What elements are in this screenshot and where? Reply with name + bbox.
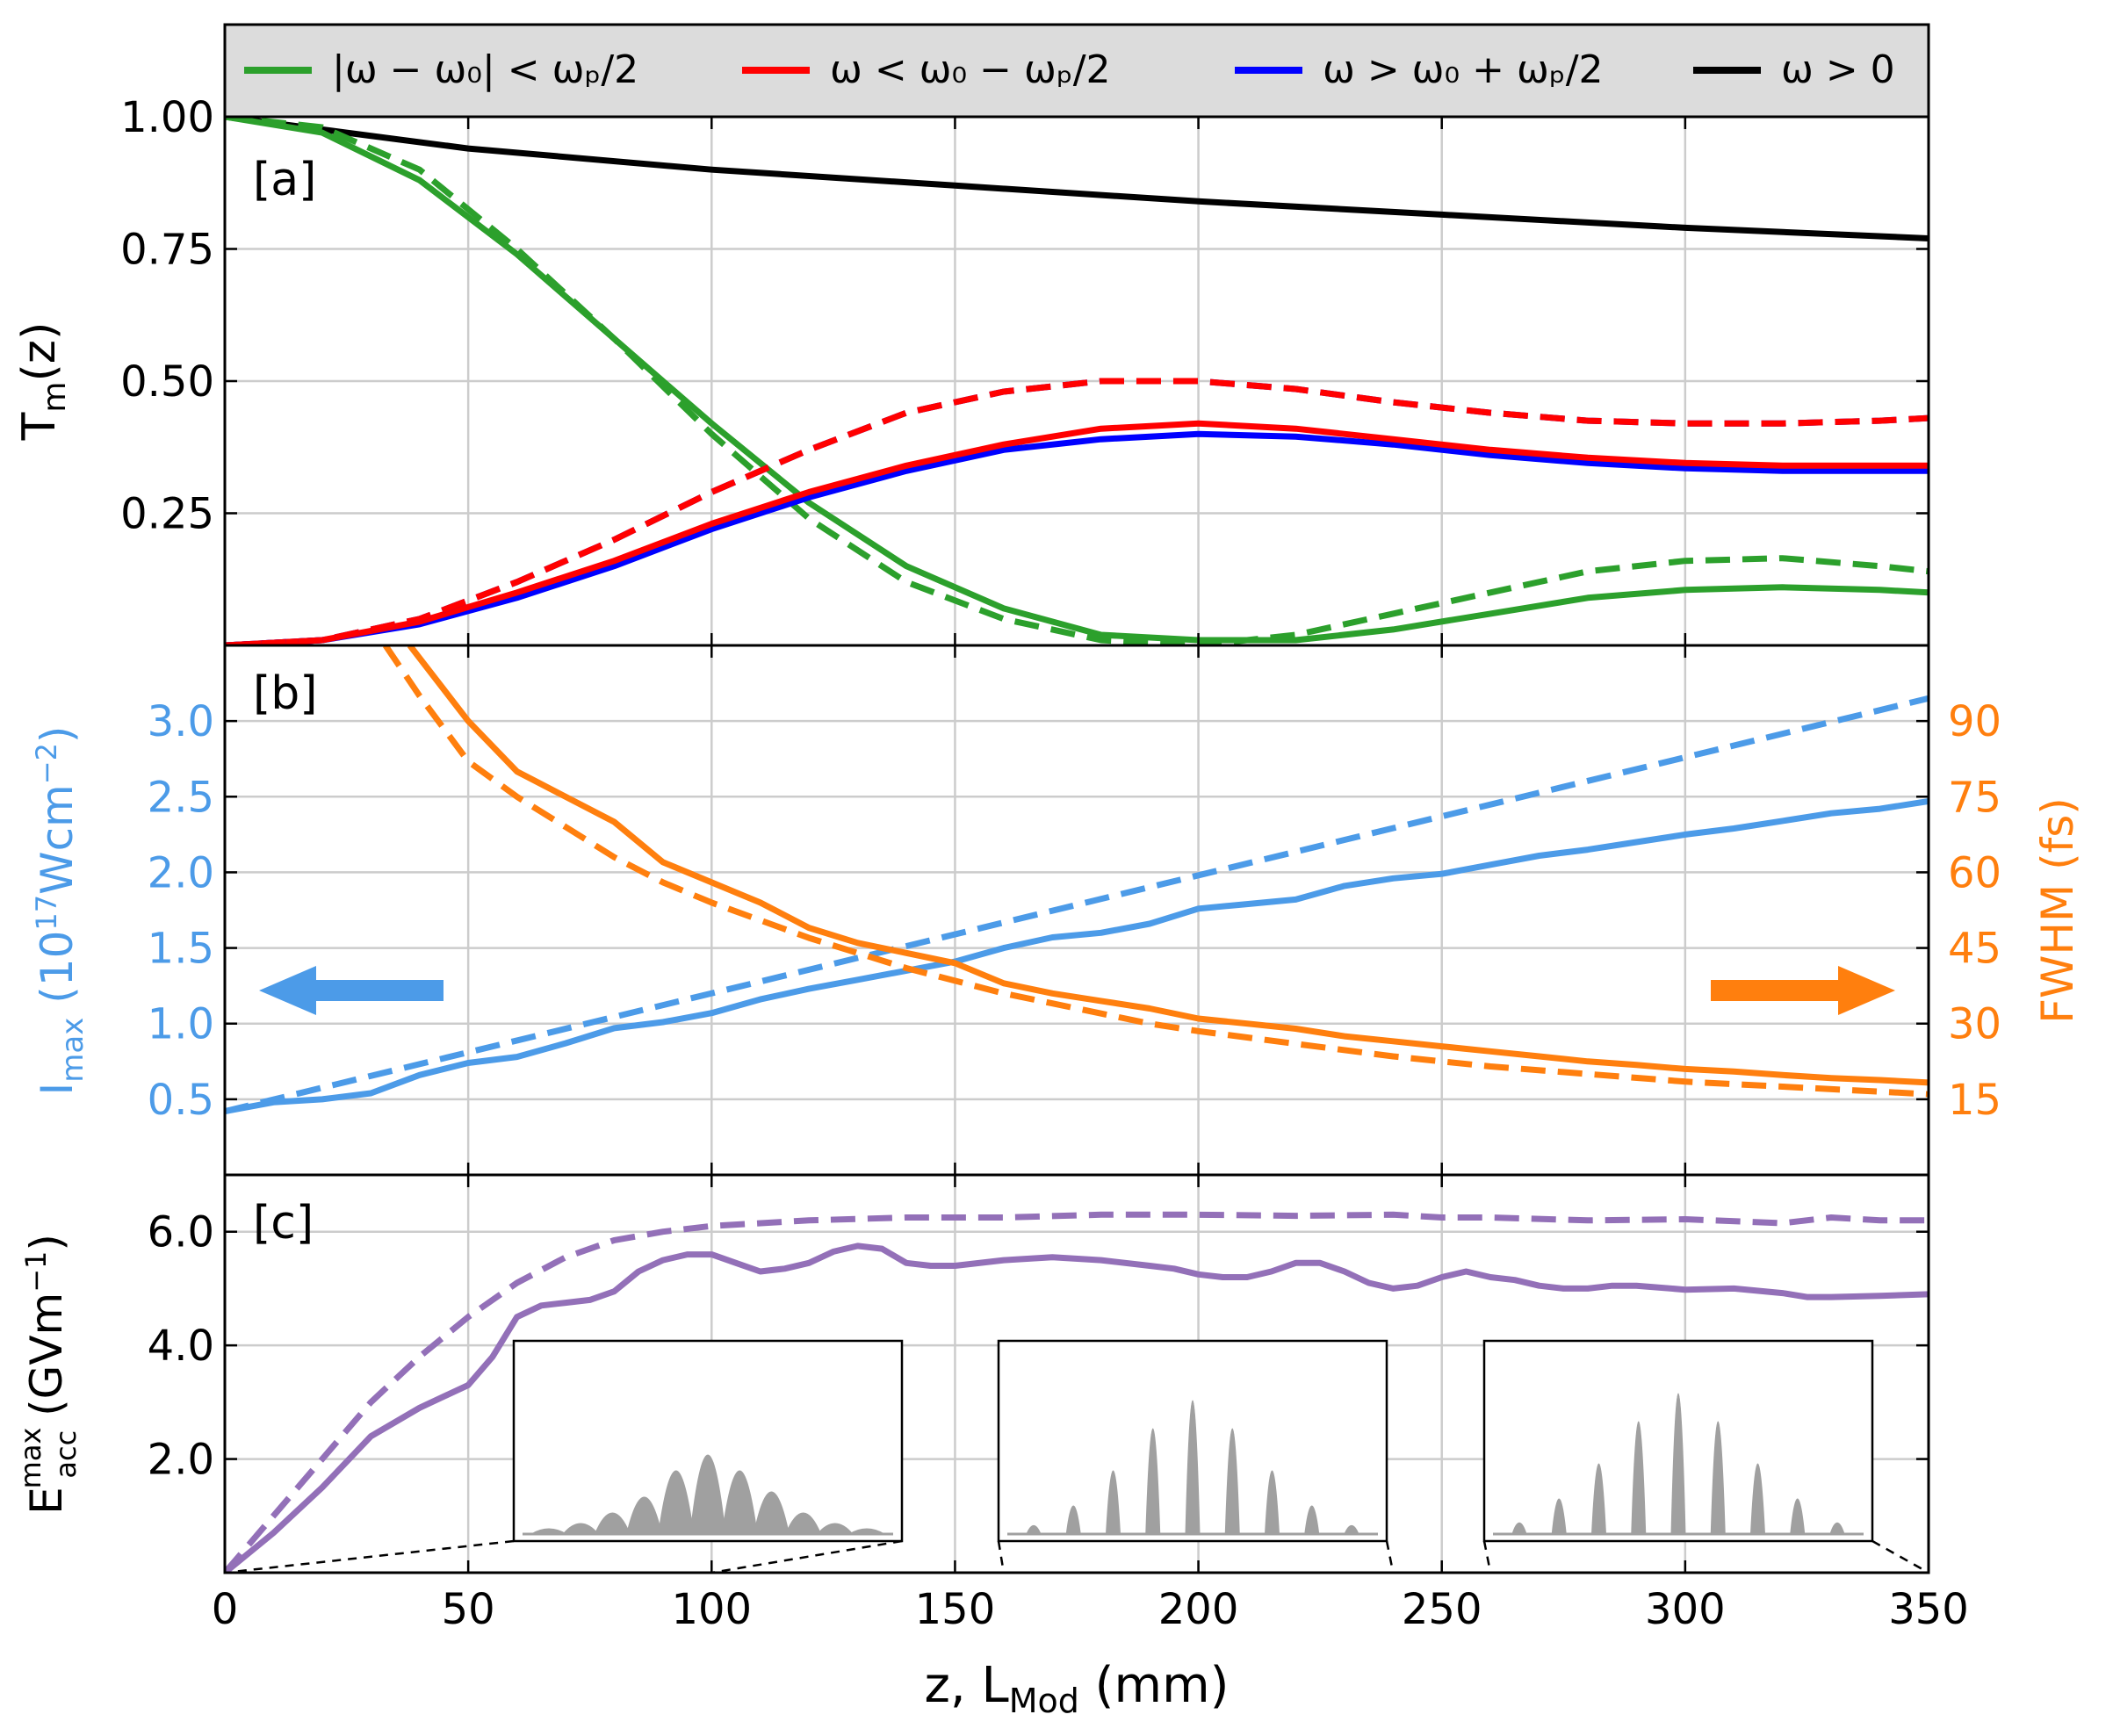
y-tick-label: 0.25 [120,490,214,539]
inset-spike [1829,1522,1845,1535]
inset-spike [1185,1400,1201,1535]
y2-tick-label: 90 [1948,697,2001,746]
svg-text:Imax (1017Wcm−2): Imax (1017Wcm−2) [30,726,90,1096]
y2-tick-label: 15 [1948,1076,2001,1125]
inset-connector [1871,1539,1929,1574]
inset-spike [1511,1522,1527,1535]
inset-spike [1344,1524,1359,1535]
y-tick-label: 0.75 [120,226,214,275]
ylabel-b: Imax (1017Wcm−2) [30,726,90,1096]
inset-spike [1224,1428,1240,1535]
panel-label-a: [a] [253,154,316,206]
inset-spike [1304,1505,1320,1535]
series-line [225,117,1929,645]
x-tick-label: 300 [1645,1585,1726,1634]
inset-spike [753,1491,790,1535]
y-tick-label: 1.0 [148,1000,214,1049]
series-line [225,430,1929,645]
inset-spike [1145,1428,1161,1535]
inset-spike [1264,1470,1280,1535]
x-tick-label: 200 [1158,1585,1239,1634]
svg-text:FWHM (fs): FWHM (fs) [2032,797,2083,1024]
series-line [225,695,1929,1115]
legend: |ω − ω₀| < ωₚ/2 ω < ω₀ − ωₚ/2 ω > ω₀ + ω… [223,23,1930,119]
inset-connector [997,1540,1006,1574]
inset-spike [1551,1498,1567,1535]
inset-connector [224,1539,515,1574]
series-line [407,645,1929,1086]
inset-spike [847,1528,886,1535]
series-a [225,117,1929,645]
y2-tick-label: 30 [1948,1000,2001,1049]
series-line [225,798,1929,1115]
y2-tick-label: 75 [1948,773,2001,822]
series-line [225,117,1929,241]
legend-label-red: ω < ω₀ − ωₚ/2 [830,47,1111,92]
ticks-a: 0.25 0.50 0.75 1.00 [120,93,1930,645]
series-c [225,1211,1929,1573]
arrow-left-icon [259,966,444,1015]
inset-spike [1105,1470,1121,1535]
inset-spike [1631,1421,1647,1535]
inset-spike [1670,1393,1686,1535]
legend-label-black: ω > 0 [1781,47,1895,92]
y-tick-label: 3.0 [148,697,214,746]
panel-c: 2.0 4.0 6.0 0 50 100 150 200 250 300 350 [c] Emaxa… [14,1173,1969,1634]
inset-spike [1710,1421,1726,1535]
x-tick-label: 50 [442,1585,495,1634]
y-tick-label: 4.0 [148,1322,214,1371]
inset-spike [1065,1505,1081,1535]
inset-spike [689,1454,726,1535]
ylabel-c: Emaxacc (GVm−1) [14,1234,83,1515]
y-tick-label: 2.0 [148,848,214,897]
series-line [383,645,1929,1098]
grid-b [225,645,1929,1175]
y-tick-label: 1.00 [120,93,214,142]
y-tick-label: 0.50 [120,357,214,407]
panel-label-b: [b] [253,667,318,720]
svg-text:Emaxacc (GVm−1): Emaxacc (GVm−1) [14,1234,83,1515]
insets-c [224,1339,1929,1574]
inset-connector [711,1539,903,1574]
series-line [225,1243,1929,1573]
inset-spike [1026,1524,1042,1535]
x-tick-label: 350 [1888,1585,1969,1634]
series-b [225,645,1929,1115]
legend-label-blue: ω > ω₀ + ωₚ/2 [1323,47,1604,92]
y-tick-label: 2.5 [148,773,214,822]
series-line [225,420,1929,645]
y-tick-label: 1.5 [148,925,214,974]
x-tick-label: 250 [1402,1585,1482,1634]
ylabel-a: Tm(z) [13,322,73,442]
y2-tick-label: 60 [1948,848,2001,897]
y-tick-label: 2.0 [148,1436,214,1485]
panel-a: 0.25 0.50 0.75 1.00 [a] Tm(z) [13,93,1930,647]
inset-spike [658,1470,695,1535]
panel-b: 0.5 1.0 1.5 2.0 2.5 3.0 15 30 45 60 75 90 [b] Imax … [30,644,2083,1177]
x-tick-label: 100 [671,1585,752,1634]
ticks-c: 2.0 4.0 6.0 0 50 100 150 200 250 300 350 [148,1175,1969,1634]
arrow-right-icon [1711,966,1895,1015]
inset-connector [1385,1540,1395,1574]
inset-spike [721,1470,758,1535]
panel-label-c: [c] [253,1197,314,1250]
inset-spike [1749,1463,1766,1535]
inset-spike [1790,1498,1806,1535]
series-line [225,378,1929,645]
svg-text:Tm(z): Tm(z) [13,322,73,442]
series-line [225,117,1929,644]
ticks-b: 0.5 1.0 1.5 2.0 2.5 3.0 15 30 45 60 75 90 [148,645,2001,1175]
y-tick-label: 6.0 [148,1208,214,1257]
y2-tick-label: 45 [1948,925,2001,974]
inset-spike [1590,1463,1607,1535]
x-tick-label: 150 [915,1585,996,1634]
inset-connector [1482,1540,1492,1574]
legend-label-green: |ω − ω₀| < ωₚ/2 [332,47,638,92]
y-tick-label: 0.5 [148,1076,214,1125]
series-line [225,1211,1929,1573]
y2label-b: FWHM (fs) [2032,797,2083,1024]
x-axis-label: z, LMod (mm) [925,1657,1230,1720]
x-tick-label: 0 [212,1585,239,1634]
